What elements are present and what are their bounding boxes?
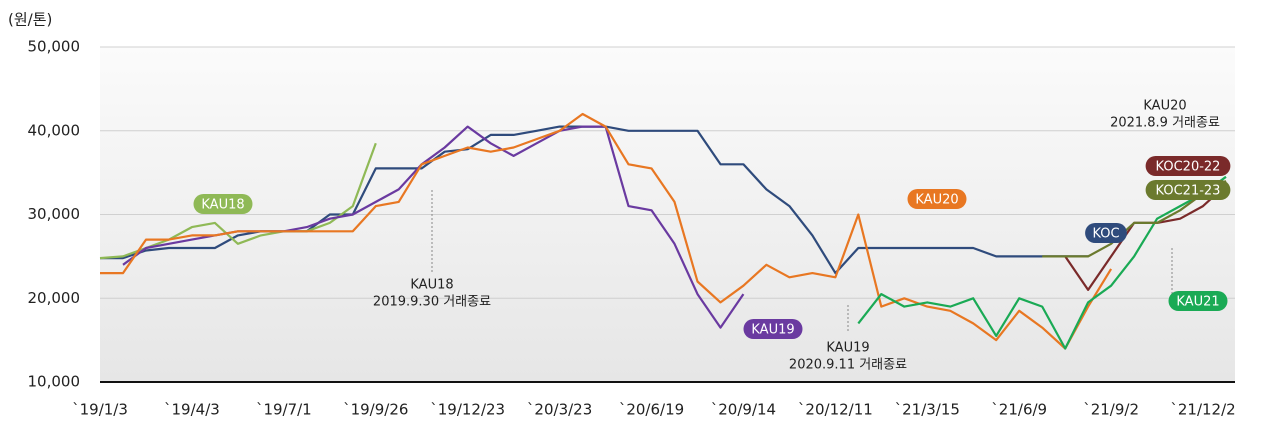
legend-label: KAU21 [1176,295,1219,310]
legend-pill [743,319,803,339]
x-tick-label: `20/6/19 [619,401,684,419]
legend-label: KOC21-23 [1156,184,1221,199]
legend-pill [1168,291,1228,311]
x-tick-label: `21/12/2 [1170,401,1235,419]
legend-label: KAU18 [201,198,244,213]
annotation-text: 2021.8.9 거래종료 [1110,116,1220,131]
x-tick-label: `21/6/9 [991,401,1047,419]
y-tick-label: 10,000 [28,373,81,391]
legend-label: KAU19 [751,323,794,338]
y-tick-label: 40,000 [28,121,81,139]
x-tick-label: `19/7/1 [256,401,312,419]
legend-label: KOC20-22 [1156,160,1221,175]
annotation-text: KAU18 [410,278,453,293]
legend-label: KAU20 [915,193,958,208]
x-tick-label: `20/9/14 [711,401,776,419]
legend-label: KOC [1092,227,1119,242]
legend-pill [193,194,253,214]
series-line [100,112,1113,350]
x-tick-label: `19/12/23 [430,401,505,419]
annotation-text: 2019.9.30 거래종료 [373,295,491,310]
y-unit-label: (원/톤) [8,11,52,29]
x-tick-label: `19/4/3 [164,401,220,419]
y-tick-label: 50,000 [28,38,81,56]
y-tick-label: 20,000 [28,289,81,307]
y-tick-label: 30,000 [28,205,81,223]
annotation-text: KAU19 [826,341,869,356]
series-line [857,175,1227,350]
x-tick-label: `20/3/23 [527,401,592,419]
x-tick-label: `19/1/3 [72,401,128,419]
legend-pill [907,189,967,209]
legend-pill [1145,156,1231,176]
x-tick-label: `19/9/26 [343,401,408,419]
legend-pill [1145,180,1231,200]
x-tick-label: `21/9/2 [1083,401,1139,419]
annotation-text: KAU20 [1143,99,1186,114]
annotation-text: 2020.9.11 거래종료 [789,358,907,373]
x-tick-label: `20/12/11 [798,401,873,419]
legend-pill [1085,223,1127,243]
x-tick-label: `21/3/15 [895,401,960,419]
